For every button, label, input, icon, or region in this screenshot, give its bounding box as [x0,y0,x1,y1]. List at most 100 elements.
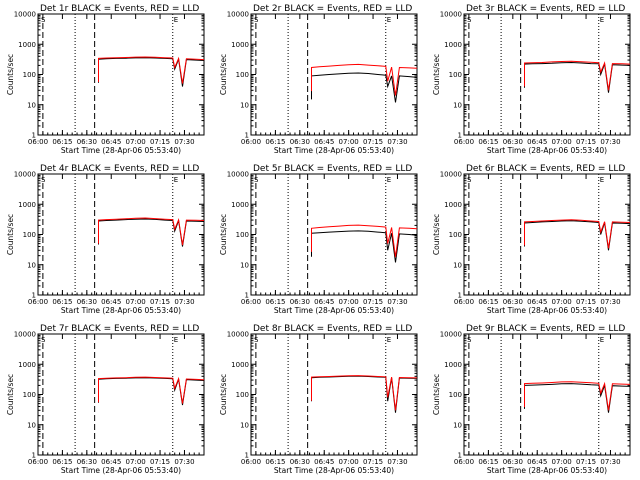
x-tick-label: 07:15 [576,298,596,306]
series-line-events [311,230,418,263]
y-tick-label: 10 [240,101,249,109]
marker-label: E [174,16,178,24]
y-tick-label: 10 [453,421,462,429]
marker-label: S [254,176,259,184]
x-tick-label: 06:30 [290,298,310,306]
y-tick-label: 10 [453,101,462,109]
series-line-lld [524,219,631,249]
x-tick-label: 07:30 [387,138,407,146]
y-tick-label: 10 [27,261,36,269]
plot-frame [463,173,631,296]
y-tick-label: 10 [240,421,249,429]
marker-label: E [600,16,604,24]
series-line-events [311,72,418,103]
y-tick-label: 10 [27,101,36,109]
y-tick-label: 1 [245,292,249,300]
x-tick-label: 06:15 [265,138,285,146]
series-line-events [524,61,631,93]
series-line-lld [524,381,631,411]
y-axis-label: Counts/sec [6,54,15,95]
x-tick-label: 07:00 [552,138,572,146]
y-axis-label: Counts/sec [219,214,228,255]
y-tick-label: 1000 [18,201,36,209]
x-tick-label: 07:30 [600,458,620,466]
x-tick-label: 06:15 [52,458,72,466]
x-tick-label: 06:30 [503,138,523,146]
marker-label: S [41,336,46,344]
x-tick-label: 06:00 [454,458,474,466]
y-tick-label: 10000 [227,171,249,179]
x-tick-label: 07:00 [339,458,359,466]
plot-frame [463,333,631,456]
y-tick-label: 10 [240,261,249,269]
plot-frame [463,13,631,136]
x-axis-label: Start Time (28-Apr-06 05:53:40) [487,306,607,315]
marker-label: E [174,176,178,184]
y-tick-label: 1000 [444,201,462,209]
y-tick-label: 10000 [14,331,36,339]
y-tick-label: 100 [236,231,249,239]
detector-chart-5: Det 5r BLACK = Events, RED = LLD S E 1 10 100… [219,164,418,315]
x-tick-label: 07:00 [552,298,572,306]
x-axis-label: Start Time (28-Apr-06 05:53:40) [487,466,607,475]
x-tick-label: 07:15 [363,298,383,306]
detector-chart-1: Det 1r BLACK = Events, RED = LLD S E 1 10 100… [6,4,205,155]
chart-title: Det 8r BLACK = Events, RED = LLD [253,324,412,334]
y-tick-label: 100 [23,231,36,239]
series-line-events [98,57,205,87]
x-tick-label: 06:15 [52,298,72,306]
y-tick-label: 1 [245,452,249,460]
chart-title: Det 1r BLACK = Events, RED = LLD [40,4,199,14]
x-tick-label: 07:15 [363,138,383,146]
x-tick-label: 06:15 [52,138,72,146]
detector-chart-4: Det 4r BLACK = Events, RED = LLD S E 1 10 100… [6,164,205,315]
x-tick-label: 06:45 [527,298,547,306]
x-tick-label: 07:30 [174,298,194,306]
x-tick-label: 07:00 [126,298,146,306]
x-tick-label: 07:30 [600,298,620,306]
marker-label: S [467,176,472,184]
y-axis-label: Counts/sec [6,374,15,415]
series-line-lld [98,56,205,84]
y-tick-label: 10000 [440,171,462,179]
x-tick-label: 07:30 [387,298,407,306]
y-tick-label: 100 [449,71,462,79]
series-line-lld [524,60,631,91]
x-tick-label: 06:15 [265,298,285,306]
x-tick-label: 06:15 [478,138,498,146]
x-tick-label: 06:45 [101,298,121,306]
y-tick-label: 1 [245,132,249,140]
y-tick-label: 1000 [18,41,36,49]
x-tick-label: 07:00 [339,298,359,306]
x-tick-label: 06:45 [101,138,121,146]
x-tick-label: 06:30 [503,458,523,466]
y-tick-label: 1 [32,132,36,140]
series-line-lld [311,375,418,411]
x-tick-label: 06:30 [77,458,97,466]
chart-title: Det 2r BLACK = Events, RED = LLD [253,4,412,14]
y-tick-label: 10 [453,261,462,269]
x-tick-label: 07:30 [600,138,620,146]
x-tick-label: 06:45 [314,458,334,466]
plot-frame [37,13,205,136]
series-line-lld [98,376,205,404]
x-tick-label: 07:30 [174,138,194,146]
y-tick-label: 100 [236,71,249,79]
chart-title: Det 5r BLACK = Events, RED = LLD [253,164,412,174]
marker-label: S [467,336,472,344]
detector-chart-6: Det 6r BLACK = Events, RED = LLD S E 1 10 100… [432,164,631,315]
x-tick-label: 07:15 [150,138,170,146]
marker-label: S [41,16,46,24]
y-tick-label: 10 [27,421,36,429]
x-tick-label: 06:45 [527,138,547,146]
series-line-lld [98,217,205,246]
x-tick-label: 07:15 [576,458,596,466]
x-tick-label: 06:30 [77,138,97,146]
detector-chart-7: Det 7r BLACK = Events, RED = LLD S E 1 10 100… [6,324,205,475]
x-tick-label: 07:00 [552,458,572,466]
x-axis-label: Start Time (28-Apr-06 05:53:40) [274,146,394,155]
x-tick-label: 07:00 [126,138,146,146]
x-tick-label: 07:15 [150,458,170,466]
y-tick-label: 10000 [227,331,249,339]
